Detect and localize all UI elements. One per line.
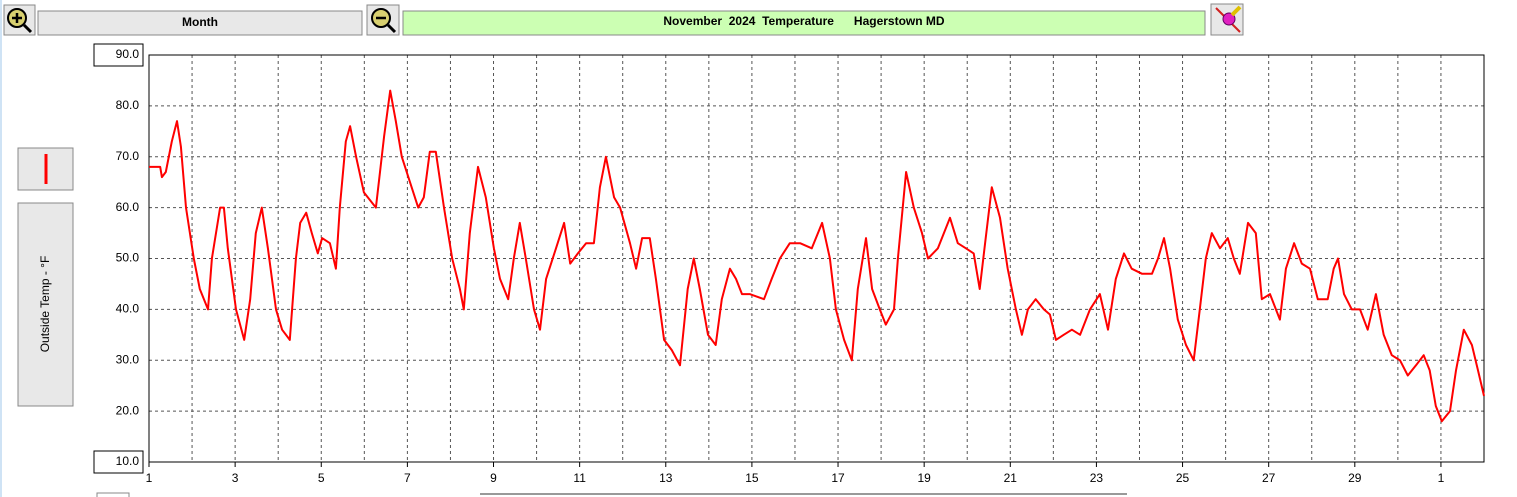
period-button[interactable]: Month bbox=[37, 10, 363, 36]
x-tick-label: 27 bbox=[1262, 471, 1276, 485]
x-tick-label: 29 bbox=[1348, 471, 1362, 485]
y-tick-label: 20.0 bbox=[116, 403, 140, 417]
y-tick-label: 10.0 bbox=[116, 454, 140, 468]
y-tick-label: 50.0 bbox=[116, 251, 140, 265]
y-tick-label: 90.0 bbox=[116, 47, 140, 61]
settings-button[interactable] bbox=[1210, 3, 1244, 36]
y-tick-label: 60.0 bbox=[116, 200, 140, 214]
plot-frame bbox=[148, 54, 1485, 463]
x-tick-label: 25 bbox=[1176, 471, 1190, 485]
y-tick-label: 70.0 bbox=[116, 149, 140, 163]
x-tick-label: 23 bbox=[1090, 471, 1104, 485]
y-tick-label: 30.0 bbox=[116, 352, 140, 366]
window-edge bbox=[0, 0, 2, 497]
y-tick-label: 40.0 bbox=[116, 302, 140, 316]
y-tick-label: 80.0 bbox=[116, 98, 140, 112]
x-tick-label: 7 bbox=[404, 471, 411, 485]
y-axis-label: Outside Temp - °F bbox=[38, 256, 52, 353]
zoom-in-button[interactable] bbox=[3, 4, 36, 36]
x-tick-label: 19 bbox=[917, 471, 931, 485]
scroll-handle[interactable] bbox=[96, 492, 130, 497]
period-label: Month bbox=[182, 15, 218, 29]
axis-label-button[interactable]: Outside Temp - °F bbox=[17, 202, 74, 407]
y-max-box bbox=[93, 43, 144, 67]
x-tick-label: 13 bbox=[659, 471, 673, 485]
chart-title: November 2024 Temperature Hagerstown MD bbox=[663, 14, 945, 28]
x-tick-label: 15 bbox=[745, 471, 759, 485]
x-tick-label: 3 bbox=[232, 471, 239, 485]
x-tick-label: 21 bbox=[1004, 471, 1018, 485]
plot-area: 10.020.030.040.050.060.070.080.090.01 3 5 7… bbox=[116, 47, 1485, 485]
x-tick-label: 17 bbox=[831, 471, 845, 485]
x-tick-label: 1 bbox=[1438, 471, 1445, 485]
x-tick-label: 5 bbox=[318, 471, 325, 485]
zoom-out-button[interactable] bbox=[366, 4, 400, 36]
y-min-box bbox=[93, 450, 144, 474]
title-box bbox=[402, 10, 1206, 36]
x-tick-label: 9 bbox=[490, 471, 497, 485]
legend-button[interactable] bbox=[17, 147, 74, 191]
temperature-line bbox=[149, 89, 1485, 423]
x-tick-label: 11 bbox=[573, 471, 586, 485]
x-tick-label: 1 bbox=[146, 471, 153, 485]
